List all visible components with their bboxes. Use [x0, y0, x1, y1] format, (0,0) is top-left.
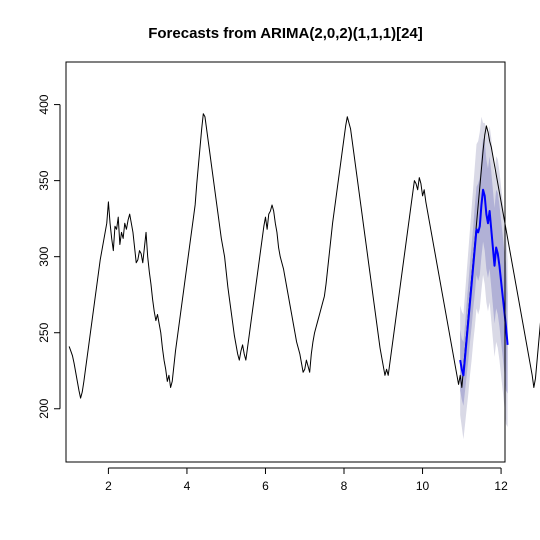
x-axis: 2 4 6 8 10 12 — [105, 467, 508, 493]
x-tick-label: 6 — [262, 479, 269, 493]
chart-title: Forecasts from ARIMA(2,0,2)(1,1,1)[24] — [148, 25, 423, 42]
y-tick-label: 250 — [37, 322, 51, 342]
plot-frame — [65, 61, 506, 463]
forecast-80-interval-band — [460, 138, 508, 406]
x-tick-label: 12 — [494, 479, 508, 493]
y-tick-label: 300 — [37, 246, 51, 266]
x-tick-label: 2 — [105, 479, 112, 493]
y-axis: 200 250 300 350 400 — [37, 94, 61, 419]
y-tick-label: 400 — [37, 94, 51, 114]
y-tick-label: 200 — [37, 398, 51, 418]
observed-line — [68, 113, 540, 399]
x-tick-label: 8 — [341, 479, 348, 493]
x-tick-label: 4 — [184, 479, 191, 493]
forecast-line — [459, 188, 509, 377]
y-tick-label: 350 — [37, 170, 51, 190]
plot-area — [68, 113, 540, 440]
x-tick-label: 10 — [416, 479, 430, 493]
